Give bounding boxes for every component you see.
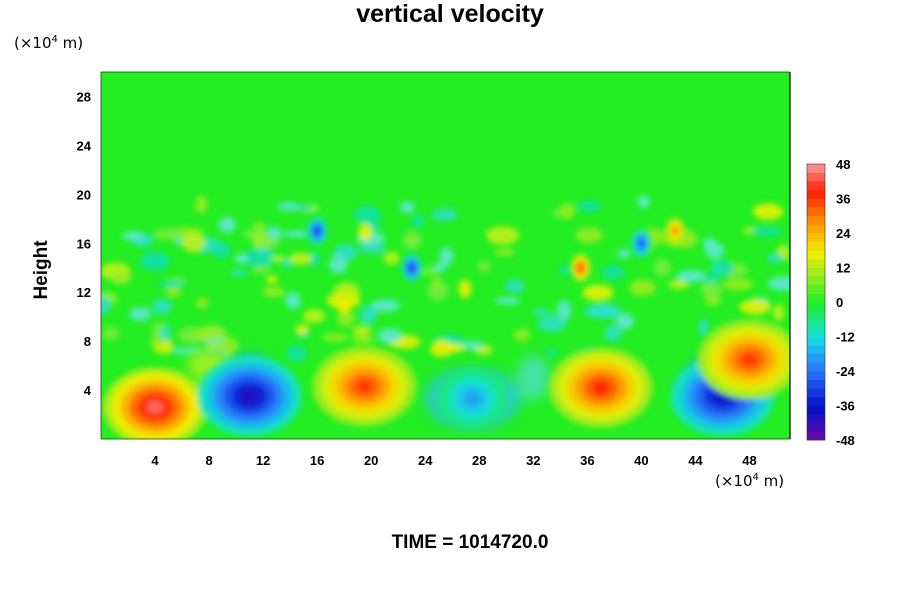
colorbar-band xyxy=(807,224,825,234)
plot-area xyxy=(100,71,791,440)
colorbar-tick-label: 36 xyxy=(836,192,850,207)
y-tick-label: 4 xyxy=(84,383,92,398)
colorbar-band xyxy=(807,258,825,268)
colorbar-band xyxy=(807,336,825,346)
velocity-cell xyxy=(438,368,507,429)
colorbar-band xyxy=(807,276,825,286)
y-tick-label: 28 xyxy=(77,89,91,104)
colorbar-band xyxy=(807,189,825,199)
colorbar-tick-label: 48 xyxy=(836,157,850,172)
colorbar-band xyxy=(807,422,825,432)
y-tick-label: 24 xyxy=(77,138,92,153)
colorbar-band xyxy=(807,327,825,337)
colorbar-tick-label: -12 xyxy=(836,330,855,345)
velocity-cell xyxy=(401,253,422,282)
colorbar-tick-label: 0 xyxy=(836,295,843,310)
velocity-cell xyxy=(312,346,417,427)
velocity-cell xyxy=(631,229,652,258)
colorbar-band xyxy=(807,319,825,329)
colorbar-band xyxy=(807,164,825,173)
x-tick-label: 44 xyxy=(688,453,703,468)
colorbar-band xyxy=(807,362,825,372)
colorbar-band xyxy=(807,284,825,294)
colorbar-tick-label: 24 xyxy=(836,226,851,241)
x-tick-label: 12 xyxy=(256,453,270,468)
colorbar-band xyxy=(807,233,825,242)
colorbar-band xyxy=(807,198,825,208)
colorbar-band xyxy=(807,172,825,182)
colorbar-band xyxy=(807,371,825,380)
x-tick-label: 20 xyxy=(364,453,378,468)
colorbar-tick-label: -48 xyxy=(836,433,855,448)
colorbar-band xyxy=(807,310,825,320)
time-label: TIME = 1014720.0 xyxy=(391,532,549,553)
x-axis-unit: (×104 m) xyxy=(715,472,785,490)
x-tick-label: 4 xyxy=(151,453,159,468)
velocity-cell xyxy=(570,253,591,282)
y-tick-label: 12 xyxy=(77,285,91,300)
x-tick-label: 28 xyxy=(472,453,486,468)
x-tick-label: 48 xyxy=(742,453,756,468)
velocity-cell xyxy=(307,217,328,246)
velocity-cell xyxy=(103,367,208,439)
velocity-cell xyxy=(697,319,790,400)
y-axis: 4 8 12 16 20 24 28 xyxy=(77,89,92,398)
velocity-cell xyxy=(665,217,686,246)
y-tick-label: 8 xyxy=(84,334,91,349)
chart-title: vertical velocity xyxy=(356,0,544,28)
colorbar-band xyxy=(807,388,825,398)
colorbar-band xyxy=(807,302,825,311)
colorbar-band xyxy=(807,293,825,303)
x-tick-label: 16 xyxy=(310,453,324,468)
colorbar-band xyxy=(807,353,825,363)
y-tick-label: 16 xyxy=(77,236,91,251)
y-axis-label: Height xyxy=(31,240,52,300)
colorbar-band xyxy=(807,181,825,191)
x-tick-label: 24 xyxy=(418,453,433,468)
colorbar-tick-label: -24 xyxy=(836,364,856,379)
colorbar-band xyxy=(807,414,825,424)
colorbar-band xyxy=(807,431,825,441)
colorbar-tick-label: 12 xyxy=(836,261,850,276)
y-axis-unit: (×104 m) xyxy=(14,34,84,52)
x-tick-label: 40 xyxy=(634,453,648,468)
colorbar-band xyxy=(807,405,825,415)
colorbar-tick-label: -36 xyxy=(836,399,855,414)
colorbar-band xyxy=(807,396,825,406)
x-axis: 4 8 12 16 20 24 28 32 36 40 44 48 xyxy=(151,453,756,468)
colorbar-band xyxy=(807,250,825,260)
colorbar-band xyxy=(807,215,825,225)
colorbar-band xyxy=(807,267,825,277)
x-tick-label: 32 xyxy=(526,453,540,468)
colorbar: 48 36 24 12 0 -12 -24 -36 -48 xyxy=(806,157,856,448)
colorbar-band xyxy=(807,241,825,251)
x-tick-label: 36 xyxy=(580,453,594,468)
colorbar-band xyxy=(807,207,825,217)
turbulence-layer xyxy=(101,195,790,362)
y-tick-label: 20 xyxy=(77,187,91,202)
colorbar-band xyxy=(807,379,825,389)
velocity-cell xyxy=(197,356,302,437)
colorbar-band xyxy=(807,345,825,355)
x-tick-label: 8 xyxy=(205,453,212,468)
velocity-cell xyxy=(548,347,653,428)
colorbar-frame xyxy=(806,163,826,441)
